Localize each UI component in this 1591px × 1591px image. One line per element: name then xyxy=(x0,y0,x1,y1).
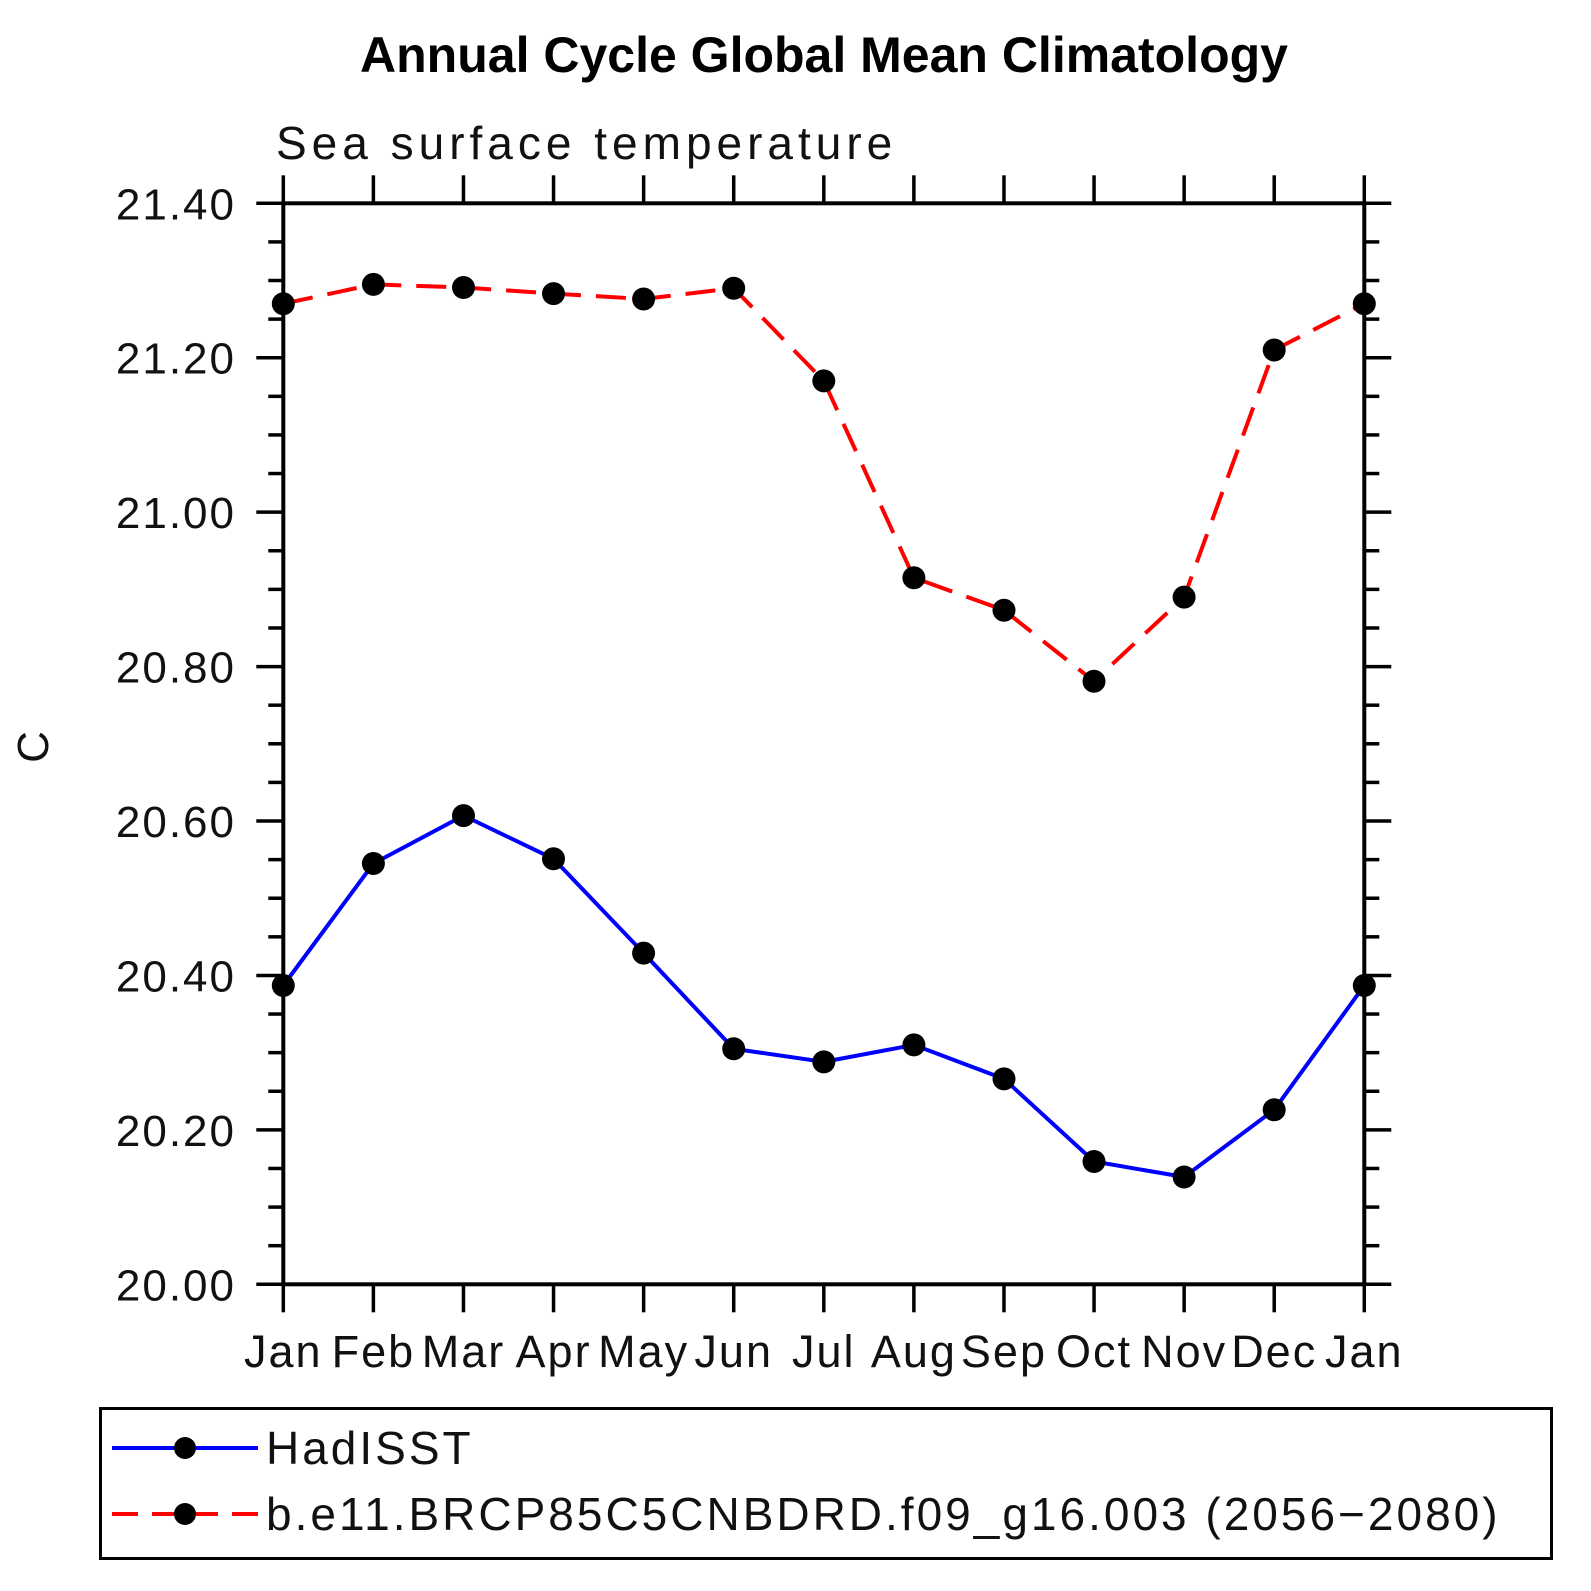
data-point xyxy=(992,1067,1016,1091)
data-point xyxy=(361,272,385,296)
y-tick-label: 20.20 xyxy=(116,1107,236,1156)
legend-label-hadisst: HadISST xyxy=(266,1422,474,1474)
y-tick-label: 21.00 xyxy=(116,489,236,538)
x-tick-label: Mar xyxy=(422,1326,506,1377)
data-point xyxy=(632,287,656,311)
x-tick-label: Oct xyxy=(1056,1326,1132,1377)
data-point xyxy=(1352,974,1376,997)
x-tick-label: Feb xyxy=(332,1326,416,1377)
data-point xyxy=(812,1050,836,1074)
data-point xyxy=(452,804,475,828)
data-point xyxy=(271,974,295,997)
series-line-0 xyxy=(281,813,1366,1180)
chart-title: Annual Cycle Global Mean Climatology xyxy=(360,27,1288,83)
y-tick-label: 20.80 xyxy=(116,644,236,693)
data-point xyxy=(632,941,656,965)
legend-item-hadisst: HadISST xyxy=(110,1422,474,1474)
axis-frame xyxy=(281,201,1367,1287)
data-point xyxy=(542,282,565,306)
legend-item-model-run: b.e11.BRCP85C5CNBDRD.f09_g16.003 (2056−2… xyxy=(110,1488,1501,1540)
data-point xyxy=(1082,1150,1106,1173)
x-tick-label: Sep xyxy=(961,1326,1047,1377)
x-tick-label: Jun xyxy=(694,1326,773,1377)
data-point xyxy=(722,1037,746,1061)
legend-sample-marker xyxy=(174,1503,196,1525)
x-tick-label: Jan xyxy=(244,1326,323,1377)
data-point xyxy=(722,276,746,300)
data-point xyxy=(452,276,475,299)
x-tick-label: Nov xyxy=(1141,1326,1227,1377)
data-point xyxy=(1352,292,1376,316)
data-point xyxy=(902,566,926,590)
legend-box: HadISST b.e11.BRCP85C5CNBDRD.f09_g16.003… xyxy=(99,1407,1553,1560)
x-tick-label: May xyxy=(598,1326,689,1377)
legend-label-model-run: b.e11.BRCP85C5CNBDRD.f09_g16.003 (2056−2… xyxy=(266,1488,1501,1540)
data-point xyxy=(1172,585,1196,609)
chart-subtitle: Sea surface temperature xyxy=(276,117,898,169)
y-tick-label: 21.20 xyxy=(116,335,236,384)
data-point xyxy=(1262,338,1286,362)
legend-sample-marker xyxy=(174,1437,196,1459)
data-point xyxy=(902,1033,926,1057)
data-point xyxy=(812,369,836,393)
data-point xyxy=(1172,1165,1196,1189)
y-tick-label: 20.60 xyxy=(116,798,236,847)
series-line-1 xyxy=(282,282,1366,684)
x-tick-label: Dec xyxy=(1231,1326,1317,1377)
x-tick-label: Jul xyxy=(792,1326,856,1377)
x-tick-label: Apr xyxy=(516,1326,592,1377)
data-point xyxy=(542,847,565,871)
data-point xyxy=(1262,1098,1286,1122)
legend-line-sample-dashed-red xyxy=(112,1503,258,1525)
y-tick-label: 20.00 xyxy=(116,1261,236,1310)
legend-line-sample-solid-blue xyxy=(112,1437,258,1459)
data-point xyxy=(992,598,1016,622)
y-tick-label: 21.40 xyxy=(116,180,236,229)
data-point xyxy=(1082,669,1106,693)
data-point xyxy=(361,852,385,875)
data-point xyxy=(271,292,295,316)
x-tick-label: Aug xyxy=(871,1326,957,1377)
y-tick-label: 20.40 xyxy=(116,952,236,1001)
x-tick-label: Jan xyxy=(1325,1326,1404,1377)
